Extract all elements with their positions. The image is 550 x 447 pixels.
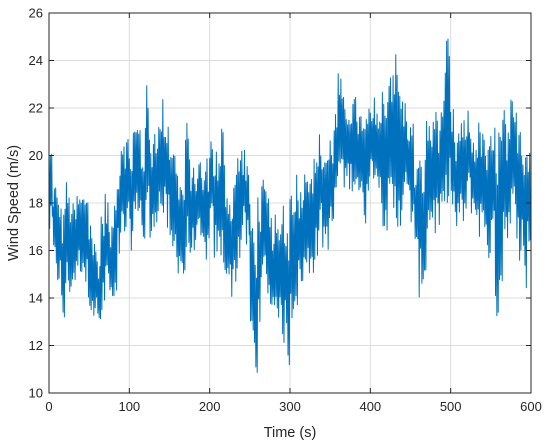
y-tick-labels: 10 12 14 16 18 20 22 24 26 — [29, 6, 43, 401]
x-tick-labels: 0 100 200 300 400 500 600 — [45, 399, 541, 414]
y-tick-label: 24 — [29, 53, 43, 68]
y-tick-label: 10 — [29, 386, 43, 401]
x-tick-label: 200 — [199, 399, 221, 414]
x-tick-label: 100 — [118, 399, 140, 414]
y-tick-label: 22 — [29, 101, 43, 116]
x-tick-label: 300 — [279, 399, 301, 414]
x-tick-label: 500 — [440, 399, 462, 414]
series-group — [48, 38, 532, 373]
y-tick-label: 26 — [29, 6, 43, 21]
y-tick-label: 14 — [29, 291, 43, 306]
x-tick-label: 400 — [359, 399, 381, 414]
wind-speed-series-line — [48, 38, 532, 373]
y-tick-label: 20 — [29, 148, 43, 163]
y-tick-label: 16 — [29, 243, 43, 258]
x-tick-label: 0 — [45, 399, 52, 414]
y-axis-label: Wind Speed (m/s) — [6, 145, 22, 261]
y-tick-label: 18 — [29, 196, 43, 211]
y-tick-label: 12 — [29, 338, 43, 353]
x-tick-label: 600 — [520, 399, 542, 414]
x-axis-label: Time (s) — [264, 425, 317, 441]
tick-marks — [48, 12, 532, 394]
